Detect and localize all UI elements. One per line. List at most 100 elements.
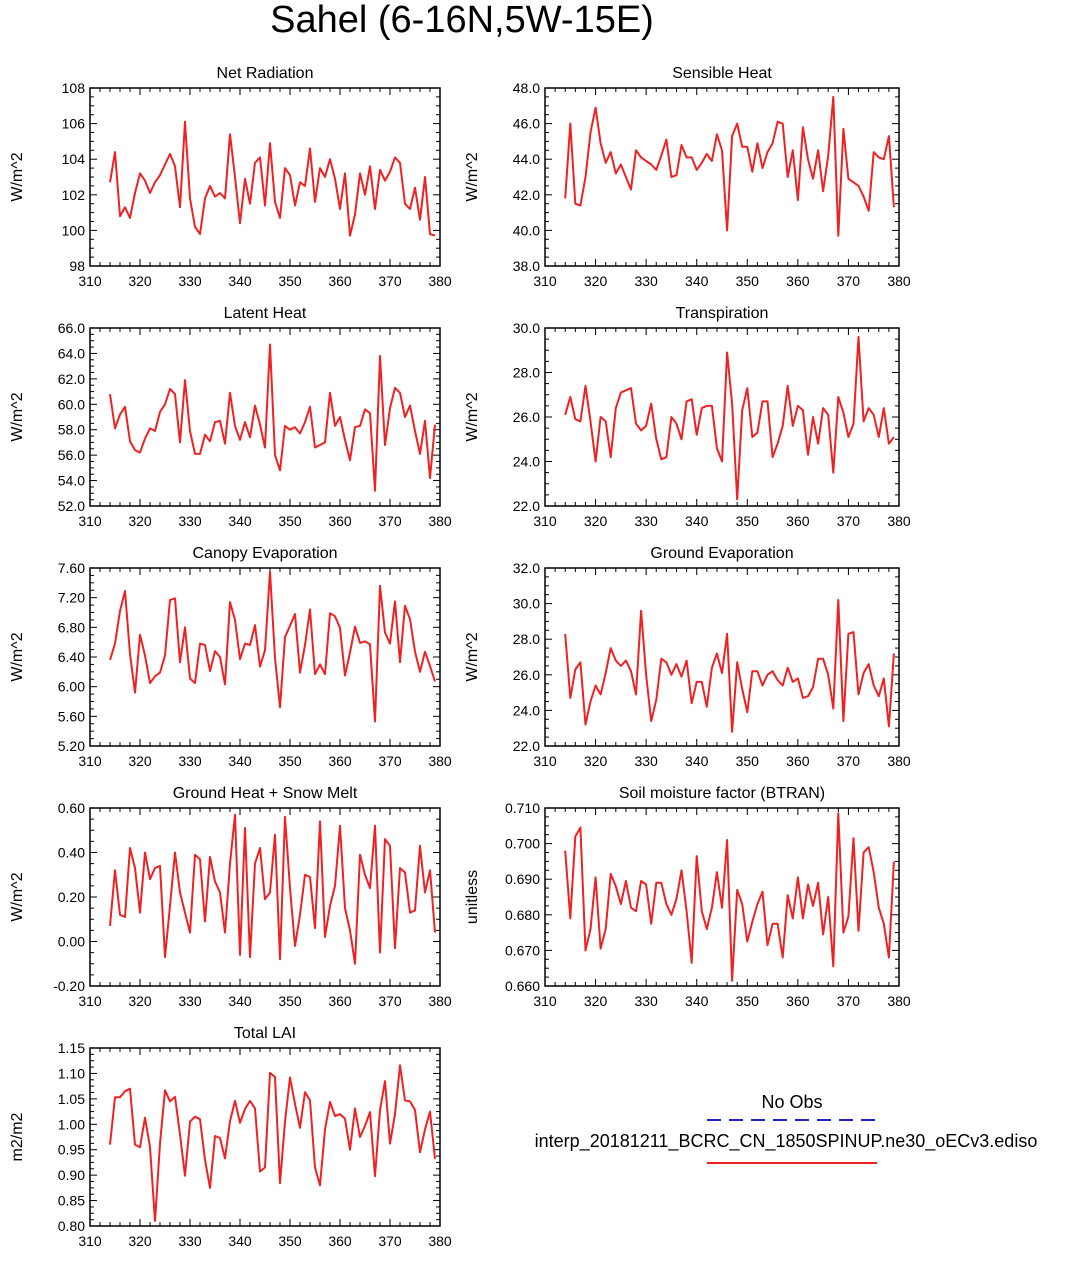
y-tick-label: 0.700 bbox=[505, 836, 540, 852]
y-tick-label: 5.20 bbox=[58, 738, 85, 754]
y-tick-label: 28.0 bbox=[513, 365, 540, 381]
plot-frame bbox=[544, 567, 900, 747]
x-tick-label: 350 bbox=[278, 753, 302, 769]
plot-frame bbox=[544, 87, 900, 267]
y-tick-label: 0.60 bbox=[58, 800, 85, 816]
plot-frame bbox=[544, 327, 900, 507]
x-tick-label: 350 bbox=[278, 273, 302, 289]
x-tick-label: 350 bbox=[736, 273, 760, 289]
x-tick-label: 370 bbox=[378, 273, 402, 289]
x-tick-label: 330 bbox=[178, 273, 202, 289]
y-tick-label: 0.20 bbox=[58, 889, 85, 905]
x-tick-label: 370 bbox=[837, 513, 861, 529]
y-tick-label: 40.0 bbox=[513, 222, 540, 238]
panel-title: Total LAI bbox=[234, 1025, 296, 1042]
x-tick-label: 380 bbox=[887, 753, 911, 769]
y-axis-label: W/m^2 bbox=[9, 872, 26, 921]
y-axis-label: W/m^2 bbox=[464, 152, 481, 201]
series-line bbox=[109, 1064, 436, 1222]
panel-title: Sensible Heat bbox=[672, 65, 772, 82]
x-tick-label: 370 bbox=[378, 1233, 402, 1249]
y-tick-label: 0.90 bbox=[58, 1167, 85, 1183]
x-tick-label: 360 bbox=[786, 513, 810, 529]
series-line bbox=[564, 95, 895, 237]
y-tick-label: 100 bbox=[62, 222, 86, 238]
y-tick-label: 6.00 bbox=[58, 679, 85, 695]
series-line bbox=[564, 599, 895, 733]
x-tick-label: 310 bbox=[533, 993, 557, 1009]
y-tick-label: 6.80 bbox=[58, 619, 85, 635]
x-tick-label: 320 bbox=[584, 273, 608, 289]
x-tick-label: 330 bbox=[634, 753, 658, 769]
x-tick-label: 330 bbox=[178, 1233, 202, 1249]
y-tick-label: 0.670 bbox=[505, 942, 540, 958]
x-tick-label: 320 bbox=[128, 993, 152, 1009]
y-tick-label: 58.0 bbox=[58, 422, 85, 438]
series-line bbox=[564, 335, 895, 501]
x-tick-label: 360 bbox=[786, 753, 810, 769]
legend-obs-label: No Obs bbox=[761, 1092, 822, 1112]
y-tick-label: 30.0 bbox=[513, 596, 540, 612]
y-tick-label: 0.40 bbox=[58, 845, 85, 861]
panel-5: Canopy Evaporation W/m^2 310 320 330 340 350 36… bbox=[9, 545, 452, 769]
panel-1: Net Radiation W/m^2 310 320 330 340 350 360 370 3… bbox=[9, 65, 452, 289]
panel-2: Sensible Heat W/m^2 310 320 330 340 350 360 370 3… bbox=[464, 65, 911, 289]
y-tick-label: 6.40 bbox=[58, 649, 85, 665]
y-axis-label: W/m^2 bbox=[464, 392, 481, 441]
x-tick-label: 360 bbox=[328, 273, 352, 289]
figure-title: Sahel (6-16N,5W-15E) bbox=[270, 0, 654, 41]
series-line bbox=[109, 570, 436, 723]
x-tick-label: 340 bbox=[228, 273, 252, 289]
x-tick-label: 380 bbox=[887, 513, 911, 529]
y-tick-label: 0.85 bbox=[58, 1193, 85, 1209]
plot-frame bbox=[89, 567, 441, 747]
x-tick-label: 310 bbox=[533, 513, 557, 529]
y-tick-label: -0.20 bbox=[53, 978, 85, 994]
y-axis-label: W/m^2 bbox=[9, 152, 26, 201]
y-tick-label: 0.00 bbox=[58, 934, 85, 950]
y-tick-label: 42.0 bbox=[513, 187, 540, 203]
y-tick-label: 24.0 bbox=[513, 454, 540, 470]
y-tick-label: 52.0 bbox=[58, 498, 85, 514]
panel-8: Soil moisture factor (BTRAN) unitless 310 3… bbox=[464, 785, 911, 1009]
x-tick-label: 360 bbox=[786, 993, 810, 1009]
x-tick-label: 370 bbox=[837, 753, 861, 769]
y-axis-label: unitless bbox=[464, 870, 481, 924]
x-tick-label: 330 bbox=[634, 993, 658, 1009]
plot-frame bbox=[89, 327, 441, 507]
panel-9: Total LAI m2/m2 310 320 330 340 350 360 370 380 0.… bbox=[9, 1025, 452, 1249]
series-line bbox=[109, 343, 436, 492]
x-tick-label: 340 bbox=[228, 753, 252, 769]
panel-title: Ground Evaporation bbox=[650, 545, 793, 562]
y-tick-label: 66.0 bbox=[58, 320, 85, 336]
panel-3: Latent Heat W/m^2 310 320 330 340 350 360 370 380… bbox=[9, 305, 452, 529]
panel-title: Transpiration bbox=[676, 305, 769, 322]
y-tick-label: 102 bbox=[62, 187, 86, 203]
y-axis-label: W/m^2 bbox=[464, 632, 481, 681]
x-tick-label: 340 bbox=[228, 513, 252, 529]
x-tick-label: 380 bbox=[428, 1233, 452, 1249]
panel-title: Canopy Evaporation bbox=[193, 545, 338, 562]
y-tick-label: 0.680 bbox=[505, 907, 540, 923]
x-tick-label: 370 bbox=[837, 273, 861, 289]
x-tick-label: 310 bbox=[78, 273, 102, 289]
x-tick-label: 380 bbox=[428, 753, 452, 769]
y-tick-label: 48.0 bbox=[513, 80, 540, 96]
y-tick-label: 1.00 bbox=[58, 1116, 85, 1132]
x-tick-label: 320 bbox=[584, 993, 608, 1009]
x-tick-label: 310 bbox=[78, 753, 102, 769]
x-tick-label: 360 bbox=[328, 753, 352, 769]
x-tick-label: 360 bbox=[328, 1233, 352, 1249]
x-tick-label: 320 bbox=[128, 273, 152, 289]
y-tick-label: 56.0 bbox=[58, 447, 85, 463]
panel-6: Ground Evaporation W/m^2 310 320 330 340 350 36… bbox=[464, 545, 911, 769]
x-tick-label: 360 bbox=[786, 273, 810, 289]
x-tick-label: 310 bbox=[533, 753, 557, 769]
y-tick-label: 0.710 bbox=[505, 800, 540, 816]
x-tick-label: 330 bbox=[178, 993, 202, 1009]
x-tick-label: 320 bbox=[584, 513, 608, 529]
x-tick-label: 380 bbox=[428, 273, 452, 289]
y-tick-label: 7.60 bbox=[58, 560, 85, 576]
y-tick-label: 0.690 bbox=[505, 871, 540, 887]
